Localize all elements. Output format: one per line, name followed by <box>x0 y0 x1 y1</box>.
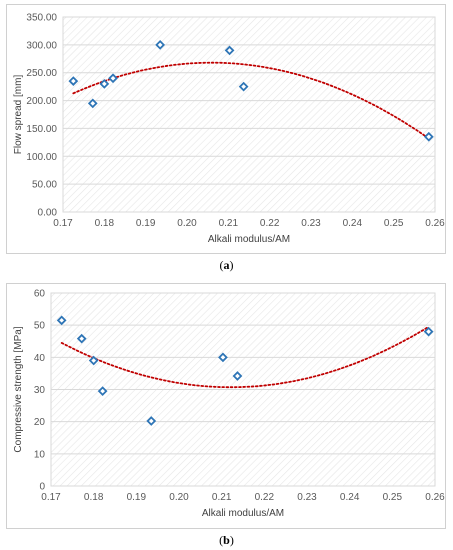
data-point-b <box>88 355 99 366</box>
y-tick-label-b: 60 <box>34 289 46 300</box>
caption-a-label: a <box>223 258 230 272</box>
x-tick-label-a: 0.21 <box>219 218 239 229</box>
data-point-b <box>423 326 434 337</box>
x-tick-label-a: 0.24 <box>343 218 363 229</box>
trendline-a <box>72 61 430 140</box>
plot-border-a <box>62 16 436 213</box>
x-tick-label-b: 0.21 <box>212 492 232 503</box>
y-tick-label-a: 150.00 <box>26 124 57 135</box>
data-point-a <box>238 81 249 92</box>
data-point-a <box>108 73 118 84</box>
y-tick-label-a: 350.00 <box>26 13 57 24</box>
x-tick-label-a: 0.25 <box>384 218 404 229</box>
plot-area-a <box>63 17 435 212</box>
y-tick-label-a: 0.00 <box>38 208 58 219</box>
x-tick-label-b: 0.20 <box>169 492 189 503</box>
y-tick-label-b: 40 <box>34 353 46 364</box>
x-tick-label-b: 0.26 <box>425 492 445 503</box>
trendline-b <box>60 325 430 389</box>
x-tick-label-a: 0.17 <box>53 218 73 229</box>
x-tick-label-b: 0.25 <box>383 492 403 503</box>
y-tick-label-a: 300.00 <box>26 40 57 51</box>
y-tick-label-a: 100.00 <box>26 152 57 163</box>
y-tick-label-a: 250.00 <box>26 68 57 79</box>
chart-b-svg: 0 10 20 30 40 50 60 0.17 0.18 0.19 0.20 0.21 0.22 0.2… <box>13 289 445 520</box>
data-point-a <box>155 39 166 50</box>
caption-a: (a) <box>0 258 453 273</box>
caption-a-close: ) <box>229 258 234 272</box>
data-point-b <box>232 371 243 381</box>
caption-b-close: ) <box>229 533 234 547</box>
y-tick-label-a: 50.00 <box>32 180 57 191</box>
y-tick-label-b: 0 <box>39 482 45 493</box>
y-tick-label-b: 20 <box>34 417 46 428</box>
caption-b-label: b <box>223 533 230 547</box>
data-point-a <box>99 78 110 89</box>
data-point-b <box>56 315 67 326</box>
x-tick-label-b: 0.17 <box>41 492 61 503</box>
x-tick-label-a: 0.18 <box>95 218 115 229</box>
data-point-a <box>423 131 434 142</box>
y-tick-label-b: 50 <box>34 321 46 332</box>
x-tick-label-b: 0.24 <box>340 492 360 503</box>
chart-panel-b: 0 10 20 30 40 50 60 0.17 0.18 0.19 0.20 0.21 0.22 0.2… <box>6 283 446 529</box>
x-tick-label-b: 0.18 <box>84 492 104 503</box>
x-tick-label-a: 0.20 <box>177 218 197 229</box>
x-axis-title-a: Alkali modulus/AM <box>208 234 290 245</box>
x-tick-label-b: 0.22 <box>255 492 275 503</box>
x-tick-label-b: 0.19 <box>127 492 147 503</box>
caption-b-open: ( <box>219 533 224 547</box>
y-axis-title-b: Compressive strength [MPa] <box>13 326 24 452</box>
y-tick-label-b: 30 <box>34 385 46 396</box>
caption-b: (b) <box>0 533 453 548</box>
x-axis-title-b: Alkali modulus/AM <box>202 508 284 519</box>
x-tick-label-a: 0.19 <box>136 218 156 229</box>
chart-a-svg: 0.00 50.00 100.00 150.00 200.00 250.00 300.00 3… <box>13 13 445 246</box>
data-point-b <box>97 386 108 396</box>
y-tick-label-b: 10 <box>34 449 46 460</box>
x-tick-label-a: 0.26 <box>425 218 445 229</box>
y-tick-label-a: 200.00 <box>26 96 57 107</box>
x-tick-label-b: 0.23 <box>297 492 317 503</box>
data-point-a <box>68 76 79 86</box>
x-tick-label-a: 0.22 <box>260 218 280 229</box>
data-point-b <box>76 333 87 344</box>
data-point-b <box>146 416 157 426</box>
chart-panel-a: 0.00 50.00 100.00 150.00 200.00 250.00 300.00 3… <box>6 4 446 254</box>
caption-a-open: ( <box>219 258 224 272</box>
y-axis-title-a: Flow spread [mm] <box>13 75 24 155</box>
x-tick-label-a: 0.23 <box>301 218 321 229</box>
data-point-a <box>224 45 235 56</box>
data-point-b <box>218 352 228 363</box>
plot-border-b <box>50 292 436 487</box>
data-point-a <box>87 98 98 109</box>
